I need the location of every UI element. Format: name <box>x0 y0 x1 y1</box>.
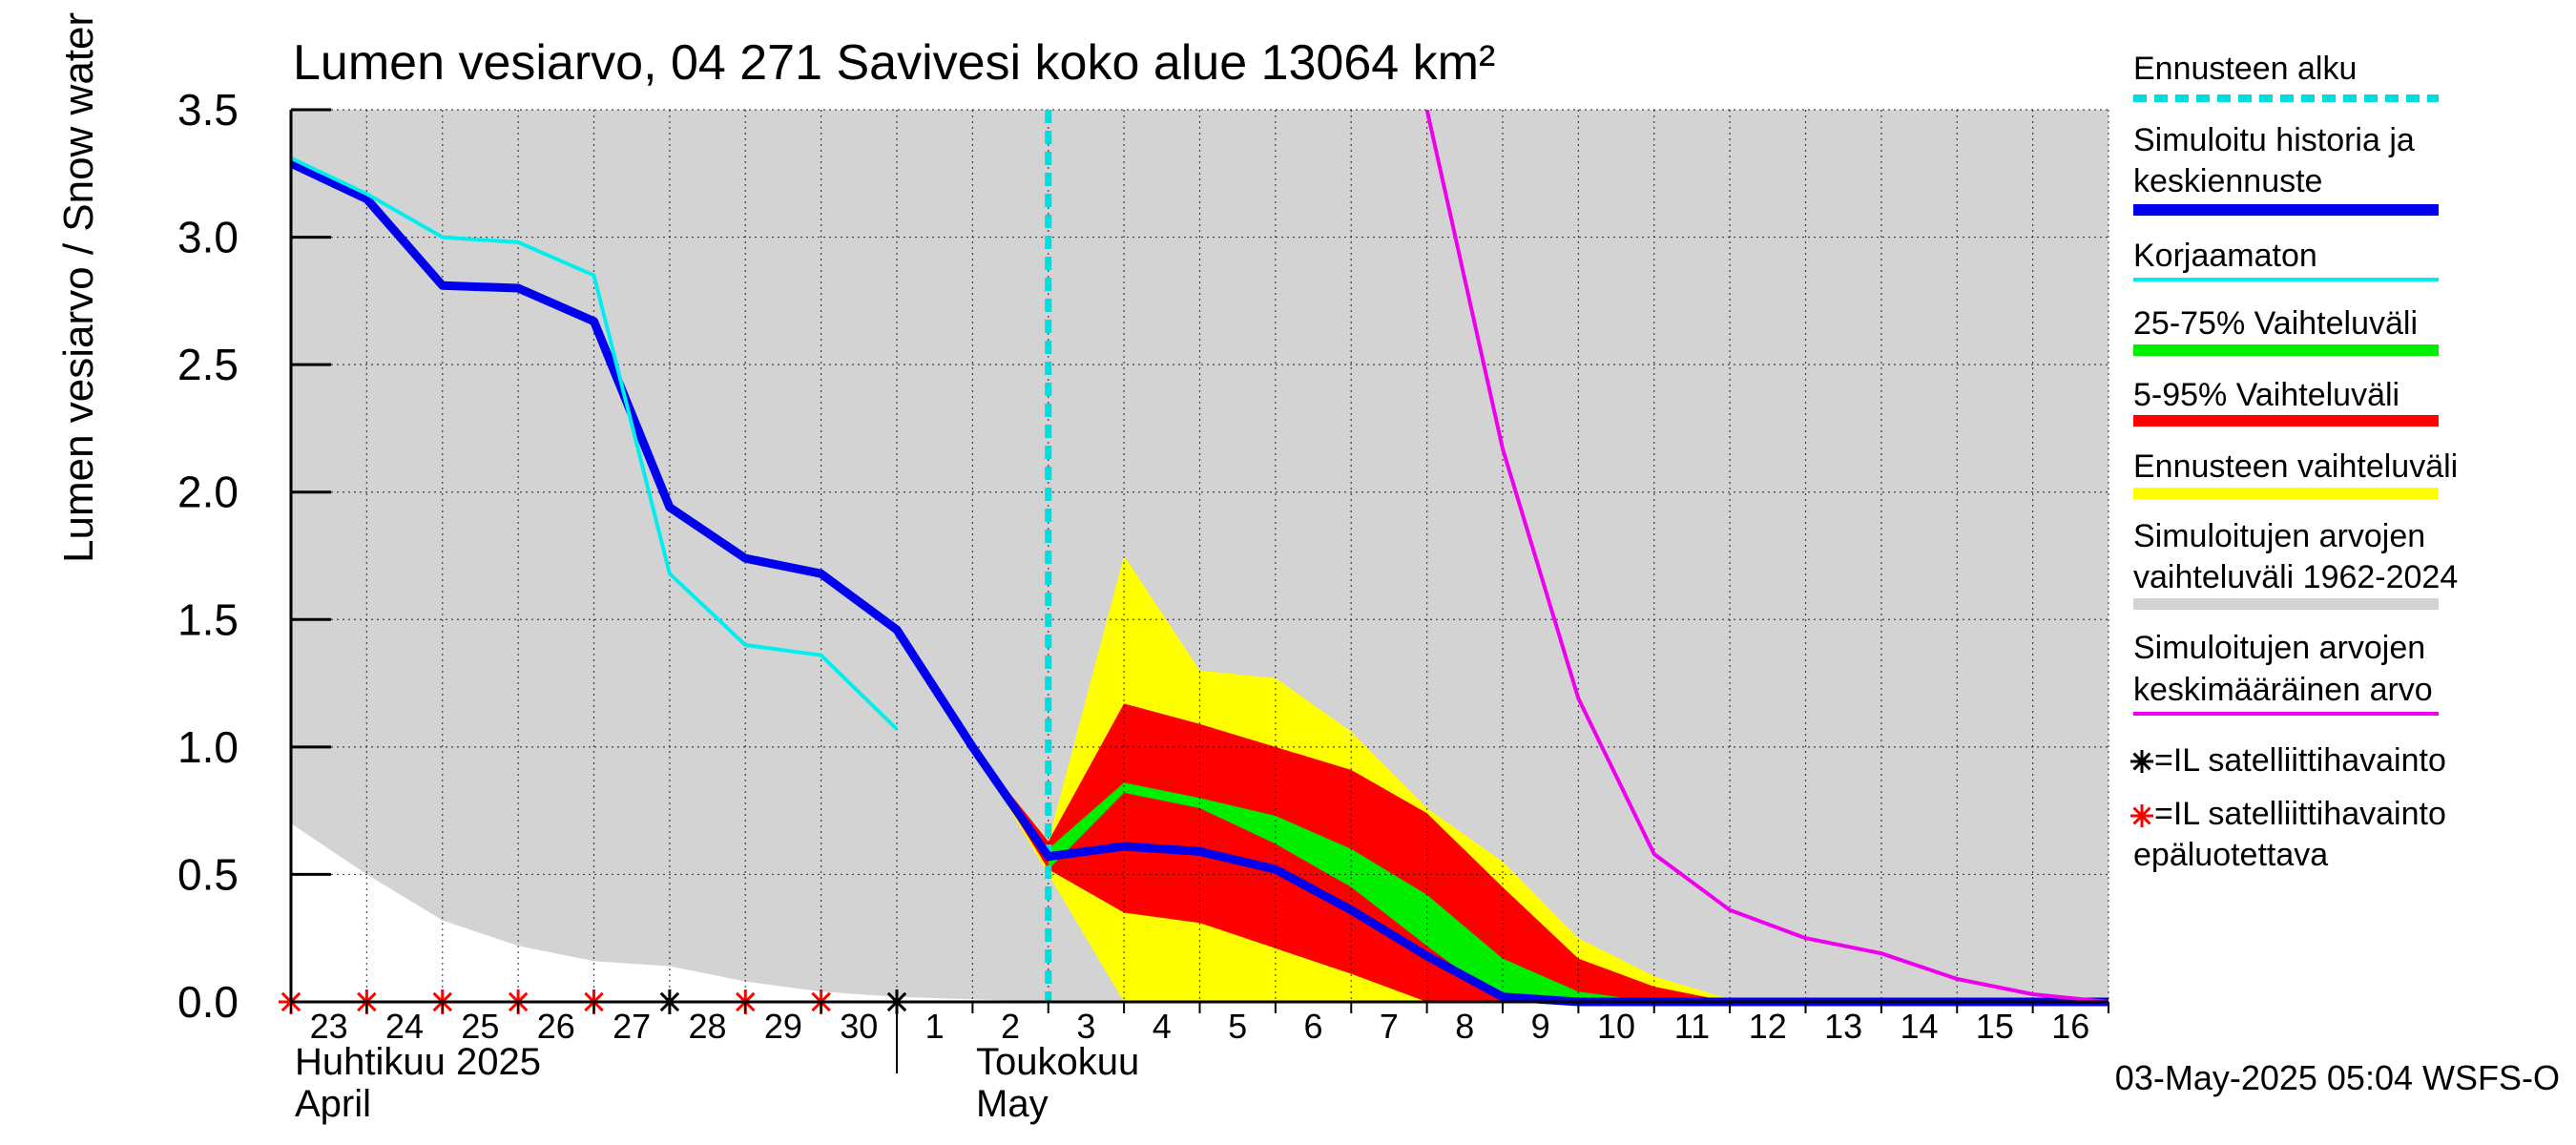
legend-label: Simuloitujen arvojen <box>2133 630 2425 666</box>
x-tick-label: 6 <box>1304 1007 1323 1046</box>
legend-label: Korjaamaton <box>2133 238 2317 274</box>
x-tick-label: 12 <box>1749 1007 1787 1046</box>
x-tick-label: 11 <box>1674 1007 1710 1046</box>
legend-label: Ennusteen vaihteluväli <box>2133 448 2458 485</box>
y-axis-label: Lumen vesiarvo / Snow water equiv. mm <box>55 0 102 563</box>
x-tick-label: 28 <box>689 1007 727 1046</box>
legend-label: keskimääräinen arvo <box>2133 672 2433 708</box>
chart-axes <box>289 108 2109 1073</box>
x-tick-label: 5 <box>1228 1007 1247 1046</box>
x-tick-label: 7 <box>1380 1007 1399 1046</box>
x-tick-label: 8 <box>1455 1007 1474 1046</box>
x-tick-label: 1 <box>925 1007 945 1046</box>
y-tick-label: 2.5 <box>177 340 239 389</box>
band-hist_range <box>291 110 2109 1002</box>
x-tick-label: 16 <box>2051 1007 2089 1046</box>
y-tick-label: 3.5 <box>177 85 239 135</box>
month-label-en: May <box>976 1083 1049 1125</box>
legend-marker-obs_ok <box>2130 750 2153 773</box>
x-tick-label: 2 <box>1001 1007 1020 1046</box>
y-tick-label: 0.5 <box>177 849 239 899</box>
y-tick-label: 0.0 <box>177 977 239 1027</box>
x-tick-label: 4 <box>1153 1007 1172 1046</box>
legend-label: Simuloitujen arvojen <box>2133 518 2425 554</box>
legend-label: 5-95% Vaihteluväli <box>2133 377 2399 413</box>
x-tick-label: 25 <box>461 1007 499 1046</box>
x-tick-label: 26 <box>537 1007 575 1046</box>
legend-marker-obs_ok-stroke <box>2132 752 2151 771</box>
legend-label: keskiennuste <box>2133 163 2322 199</box>
x-tick-label: 9 <box>1531 1007 1550 1046</box>
chart-bands <box>291 110 2109 1002</box>
y-tick-label: 2.0 <box>177 468 239 517</box>
timestamp: 03-May-2025 05:04 WSFS-O <box>2115 1058 2560 1097</box>
series-uncorrected <box>291 156 899 731</box>
legend-label: =IL satelliittihavainto <box>2154 796 2446 832</box>
y-tick-label: 3.0 <box>177 213 239 262</box>
x-tick-label: 10 <box>1597 1007 1635 1046</box>
x-tick-label: 23 <box>310 1007 348 1046</box>
legend-label: Ennusteen alku <box>2133 51 2357 87</box>
legend-label: =IL satelliittihavainto <box>2154 742 2446 779</box>
x-tick-label: 27 <box>613 1007 651 1046</box>
y-tick-label: 1.5 <box>177 594 239 644</box>
legend-label-cont: epäluotettava <box>2133 837 2328 873</box>
legend-label: 25-75% Vaihteluväli <box>2133 305 2418 342</box>
series-mean <box>1424 110 2109 1004</box>
month-label-en: April <box>295 1083 371 1125</box>
x-tick-label: 3 <box>1076 1007 1095 1046</box>
x-tick-label: 24 <box>385 1007 424 1046</box>
chart-title: Lumen vesiarvo, 04 271 Savivesi koko alu… <box>293 35 1495 91</box>
legend-marker-obs_bad <box>2130 804 2153 827</box>
x-tick-label: 13 <box>1824 1007 1862 1046</box>
x-tick-label: 14 <box>1901 1007 1939 1046</box>
legend: Ennusteen alku Simuloitu historia ja keski… <box>2130 51 2458 873</box>
month-label: Toukokuu <box>976 1041 1139 1083</box>
legend-label: vaihteluväli 1962-2024 <box>2133 559 2458 595</box>
legend-marker-obs_bad-stroke <box>2132 806 2151 825</box>
band-p25_75 <box>1048 782 1654 1002</box>
month-label: Huhtikuu 2025 <box>295 1041 541 1083</box>
x-tick-label: 29 <box>764 1007 802 1046</box>
legend-label: Simuloitu historia ja <box>2133 122 2415 158</box>
y-tick-label: 1.0 <box>177 722 239 772</box>
x-tick-label: 30 <box>840 1007 878 1046</box>
x-tick-label: 15 <box>1976 1007 2014 1046</box>
tick-labels: 0.00.51.01.52.02.53.03.523 24 25 26 27 28 29 30… <box>177 85 2089 1125</box>
